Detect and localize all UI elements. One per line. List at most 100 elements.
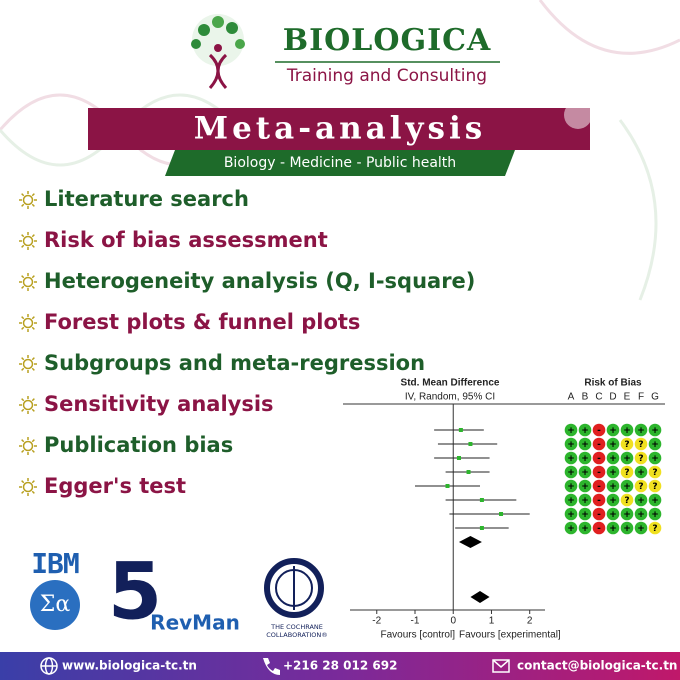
bullet-icon <box>19 273 37 291</box>
bias-cell <box>648 437 662 451</box>
bias-symbol: + <box>609 454 617 464</box>
bias-cell <box>578 521 592 535</box>
bias-cell <box>648 507 662 521</box>
bias-symbol: + <box>651 440 659 450</box>
bullet-ray <box>21 398 25 402</box>
banner-title: Meta-analysis <box>194 111 487 147</box>
bias-symbol: + <box>581 454 589 464</box>
bias-cell <box>634 521 648 535</box>
bias-cell <box>634 437 648 451</box>
bias-cell <box>592 423 606 437</box>
bullet-ray <box>31 357 35 361</box>
bullet-icon <box>19 478 37 496</box>
x-tick-label: -1 <box>411 616 420 627</box>
study-estimate <box>479 498 484 502</box>
bias-cell <box>606 521 620 535</box>
bullet-ray <box>31 203 35 207</box>
bias-cell <box>620 493 634 507</box>
bias-cell <box>648 423 662 437</box>
website[interactable]: www.biologica-tc.tn <box>62 659 197 673</box>
bias-symbol: + <box>609 524 617 534</box>
bullet-ray <box>31 439 35 443</box>
bias-symbol: + <box>609 510 617 520</box>
bias-symbol: ? <box>624 468 629 478</box>
bullet-ray <box>31 408 35 412</box>
spss-icon <box>30 580 80 630</box>
bias-symbol: + <box>623 426 631 436</box>
cochrane-line: COLLABORATION® <box>266 631 328 639</box>
bias-symbol: + <box>609 496 617 506</box>
service-item: Risk of bias assessment <box>44 228 328 252</box>
bias-symbol: ? <box>638 454 643 464</box>
cochrane-line: THE COCHRANE <box>270 623 323 631</box>
bias-cell <box>564 493 578 507</box>
bias-cell <box>634 465 648 479</box>
bias-domain: E <box>624 392 631 403</box>
logo-icon <box>191 14 245 89</box>
bullet-ray <box>21 285 25 289</box>
bias-symbol: + <box>567 468 575 478</box>
service-item: Egger's test <box>44 474 186 498</box>
bullet-ray <box>31 367 35 371</box>
x-tick-label: 1 <box>489 616 495 627</box>
service-item: Heterogeneity analysis (Q, I-square) <box>44 269 475 293</box>
email[interactable]: contact@biologica-tc.tn <box>517 659 677 673</box>
bias-cell <box>564 507 578 521</box>
bias-cell <box>620 465 634 479</box>
bullet-ray <box>31 398 35 402</box>
bias-cell <box>606 423 620 437</box>
bullet-ray <box>31 244 35 248</box>
bias-cell <box>564 521 578 535</box>
bullet-icon <box>19 437 37 455</box>
bias-symbol: + <box>567 454 575 464</box>
bias-symbol: + <box>623 524 631 534</box>
bullet-ray <box>21 234 25 238</box>
study-estimate <box>468 442 473 446</box>
subtitle-banner <box>165 150 515 176</box>
study-estimate <box>479 526 484 530</box>
right-label: Favours [experimental] <box>459 630 561 641</box>
study-estimate <box>499 512 504 516</box>
bias-domain: A <box>568 392 575 403</box>
bias-symbol: + <box>609 440 617 450</box>
bullet-core <box>22 276 34 288</box>
spss-symbol: Σα <box>40 592 71 617</box>
bias-symbol: + <box>609 482 617 492</box>
bullet-icon <box>19 396 37 414</box>
phone[interactable]: +216 28 012 692 <box>283 659 397 673</box>
left-label: Favours [control] <box>381 630 456 641</box>
service-item: Forest plots & funnel plots <box>44 310 360 334</box>
bullet-core <box>22 235 34 247</box>
bias-symbol: - <box>597 524 601 534</box>
bias-symbol: + <box>581 468 589 478</box>
bias-symbol: + <box>623 510 631 520</box>
bias-symbol: + <box>637 468 645 478</box>
bias-cell <box>648 451 662 465</box>
bias-symbol: ? <box>638 440 643 450</box>
bias-symbol: + <box>609 426 617 436</box>
bias-domain: D <box>609 392 616 403</box>
cochrane-logo: THE COCHRANE COLLABORATION® <box>264 558 328 639</box>
bias-cell <box>564 437 578 451</box>
bias-cell <box>620 423 634 437</box>
bias-symbol: + <box>567 426 575 436</box>
bias-cell <box>578 465 592 479</box>
ibm-text: IBM <box>31 547 79 580</box>
method-label: IV, Random, 95% CI <box>405 392 495 403</box>
pooled-diamond <box>458 536 482 548</box>
bias-cell <box>648 493 662 507</box>
effect-title: Std. Mean Difference <box>401 378 500 389</box>
bias-symbol: + <box>567 482 575 492</box>
bias-domain: B <box>582 392 589 403</box>
bias-symbol: + <box>567 510 575 520</box>
bias-title: Risk of Bias <box>584 378 642 389</box>
study-estimate <box>466 470 471 474</box>
bullet-core <box>22 481 34 493</box>
bias-cell <box>592 465 606 479</box>
bias-symbol: + <box>581 426 589 436</box>
bullet-ray <box>31 275 35 279</box>
ibm-logo: IBM Σα <box>30 547 80 630</box>
service-item: Literature search <box>44 187 249 211</box>
bias-symbol: - <box>597 426 601 436</box>
bias-symbol: + <box>581 482 589 492</box>
